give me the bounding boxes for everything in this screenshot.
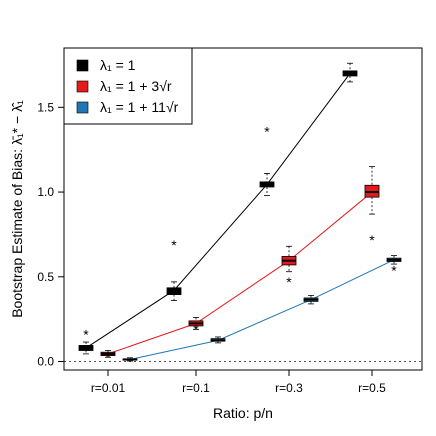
x-tick-label: r=0.1 [182,381,210,395]
x-axis-label: Ratio: p/n [213,405,273,421]
outlier-point: * [286,274,292,290]
legend-label: λ₁ = 1 + 11√r [100,99,179,115]
series-line [85,73,351,349]
series-line [129,259,395,360]
y-tick-label: 0.0 [37,355,54,369]
boxplot [364,166,380,215]
series-lines [85,73,395,360]
legend-label: λ₁ = 1 + 3√r [100,78,172,94]
boxplot [78,341,94,355]
legend-swatch [76,101,89,114]
y-axis-label: Bootstrap Estimate of Bias: λ̄₁* − λ̂₁ [9,100,25,318]
legend-item: λ₁ = 1 + 3√r [76,78,172,94]
y-axis: 0.0 0.5 1.0 1.5 [37,100,64,369]
boxplot [166,281,182,301]
outlier-point: * [264,123,270,139]
outlier-point: * [171,237,177,253]
outlier-point: * [105,349,111,365]
x-tick-label: r=0.5 [358,381,386,395]
legend-item: λ₁ = 1 + 11√r [76,99,179,115]
boxplot [281,245,297,273]
outlier-point: * [193,322,199,338]
legend-swatch [76,80,89,93]
y-tick-label: 0.5 [37,270,54,284]
legend-label: λ₁ = 1 [100,57,136,73]
outlier-point: * [83,327,89,343]
x-axis: r=0.01 r=0.1 r=0.3 r=0.5 [91,370,386,395]
boxplot [188,317,204,330]
boxplot [259,173,275,196]
x-tick-label: r=0.01 [91,381,126,395]
boxes-layer [78,62,402,362]
x-tick-label: r=0.3 [275,381,303,395]
legend: λ₁ = 1 λ₁ = 1 + 3√r λ₁ = 1 + 11√r [63,47,193,125]
boxplot [386,255,402,265]
series-line [107,191,373,355]
outliers-layer: * * * * * * * * [83,123,397,364]
y-tick-label: 1.5 [37,100,54,114]
y-tick-label: 1.0 [37,185,54,199]
boxplot [303,295,319,305]
legend-item: λ₁ = 1 [76,57,136,73]
outlier-point: * [369,232,375,248]
legend-swatch [76,59,89,72]
plot-frame [63,47,423,371]
boxplot [122,357,138,362]
outlier-point: * [391,262,397,278]
boxplot [100,350,116,358]
boxplot [210,336,226,344]
boxplot [342,62,358,83]
